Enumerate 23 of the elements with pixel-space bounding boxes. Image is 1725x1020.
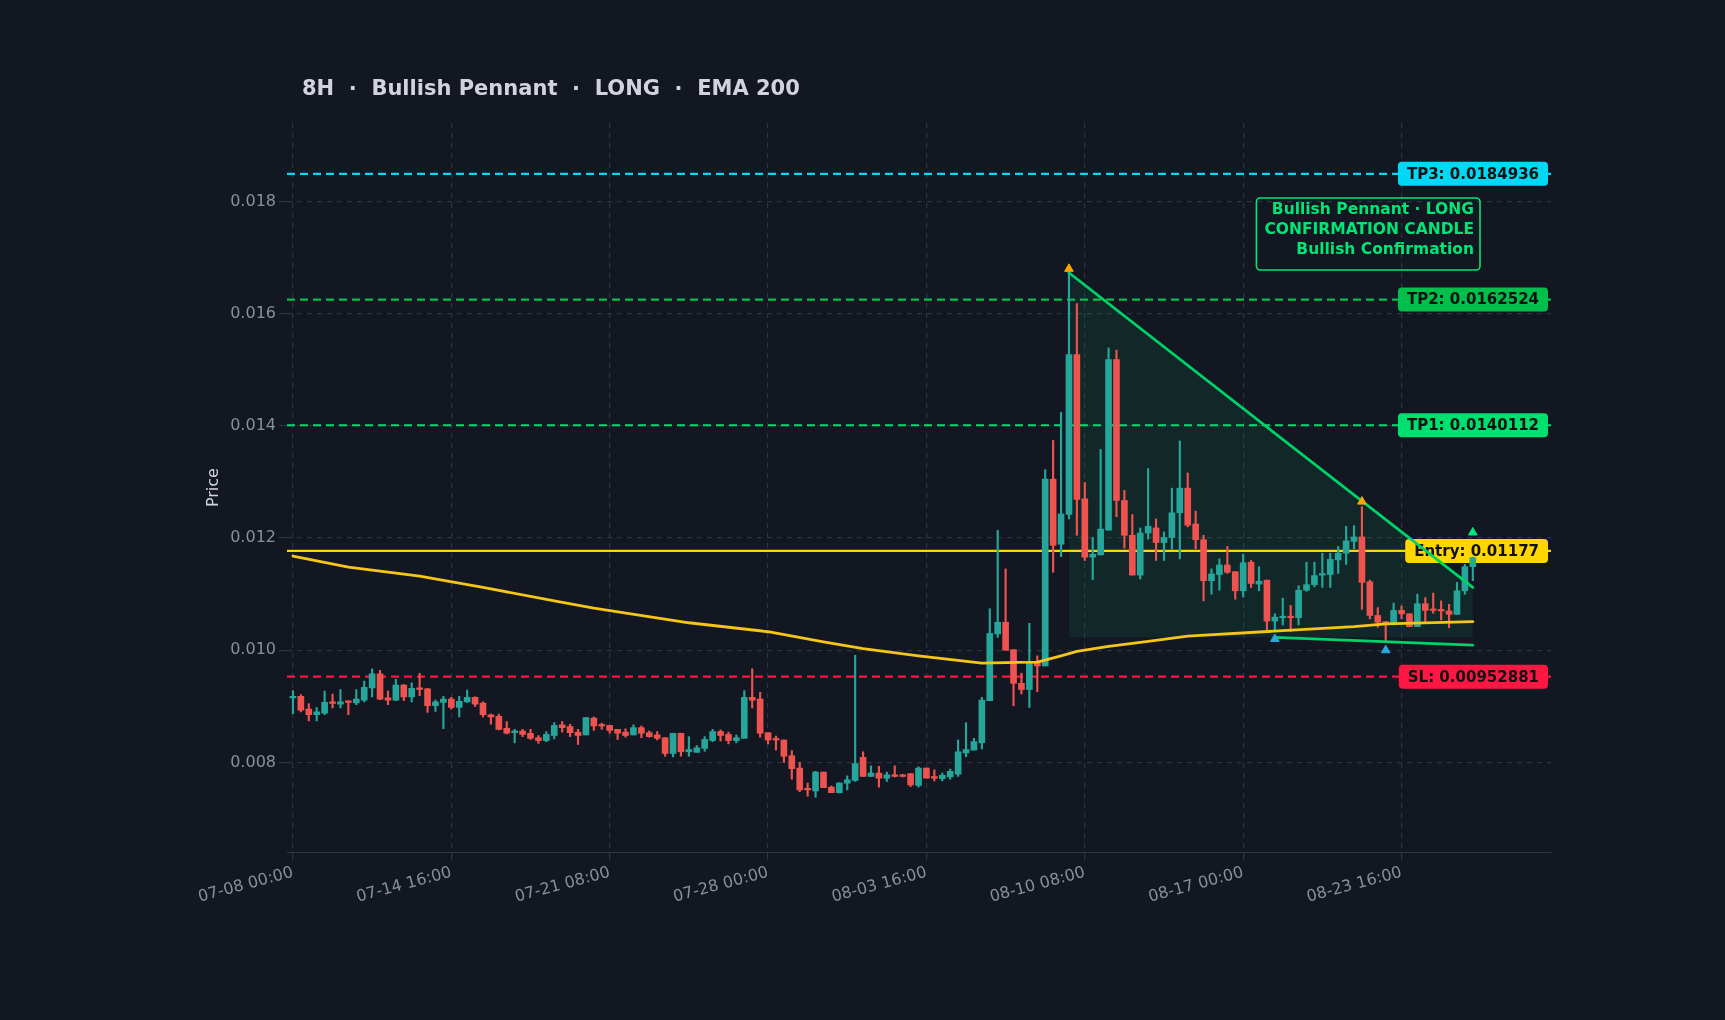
ref-line-label: TP2: 0.0162524 [1406,290,1539,309]
x-tick-label: 08-23 16:00 [1304,861,1404,906]
y-tick-label: 0.018 [230,190,276,210]
y-tick-label: 0.008 [230,751,276,771]
ref-line-label: TP3: 0.0184936 [1406,164,1539,183]
x-tick-label: 07-14 16:00 [354,861,454,906]
x-tick-label: 08-03 16:00 [829,861,929,906]
y-tick-label: 0.016 [230,302,276,322]
x-tick-label: 07-21 08:00 [512,861,612,906]
x-tick-label: 07-28 00:00 [670,861,771,906]
y-tick-label: 0.010 [230,639,276,659]
annotation: CONFIRMATION CANDLE [1264,220,1474,238]
y-tick-label: 0.014 [230,415,276,435]
chart-title: 8H · Bullish Pennant · LONG · EMA 200 [302,76,800,101]
x-tick-label: 07-08 00:00 [195,861,296,906]
y-axis-title: Price [202,468,222,508]
ref-line-label: TP1: 0.0140112 [1406,416,1539,435]
y-tick-label: 0.012 [230,527,276,547]
ref-line-label: SL: 0.00952881 [1407,667,1540,686]
x-tick-label: 08-10 08:00 [987,861,1087,906]
x-tick-label: 08-17 00:00 [1146,861,1246,906]
annotation: Bullish Confirmation [1296,240,1474,258]
annotation: Bullish Pennant · LONG [1271,200,1474,218]
